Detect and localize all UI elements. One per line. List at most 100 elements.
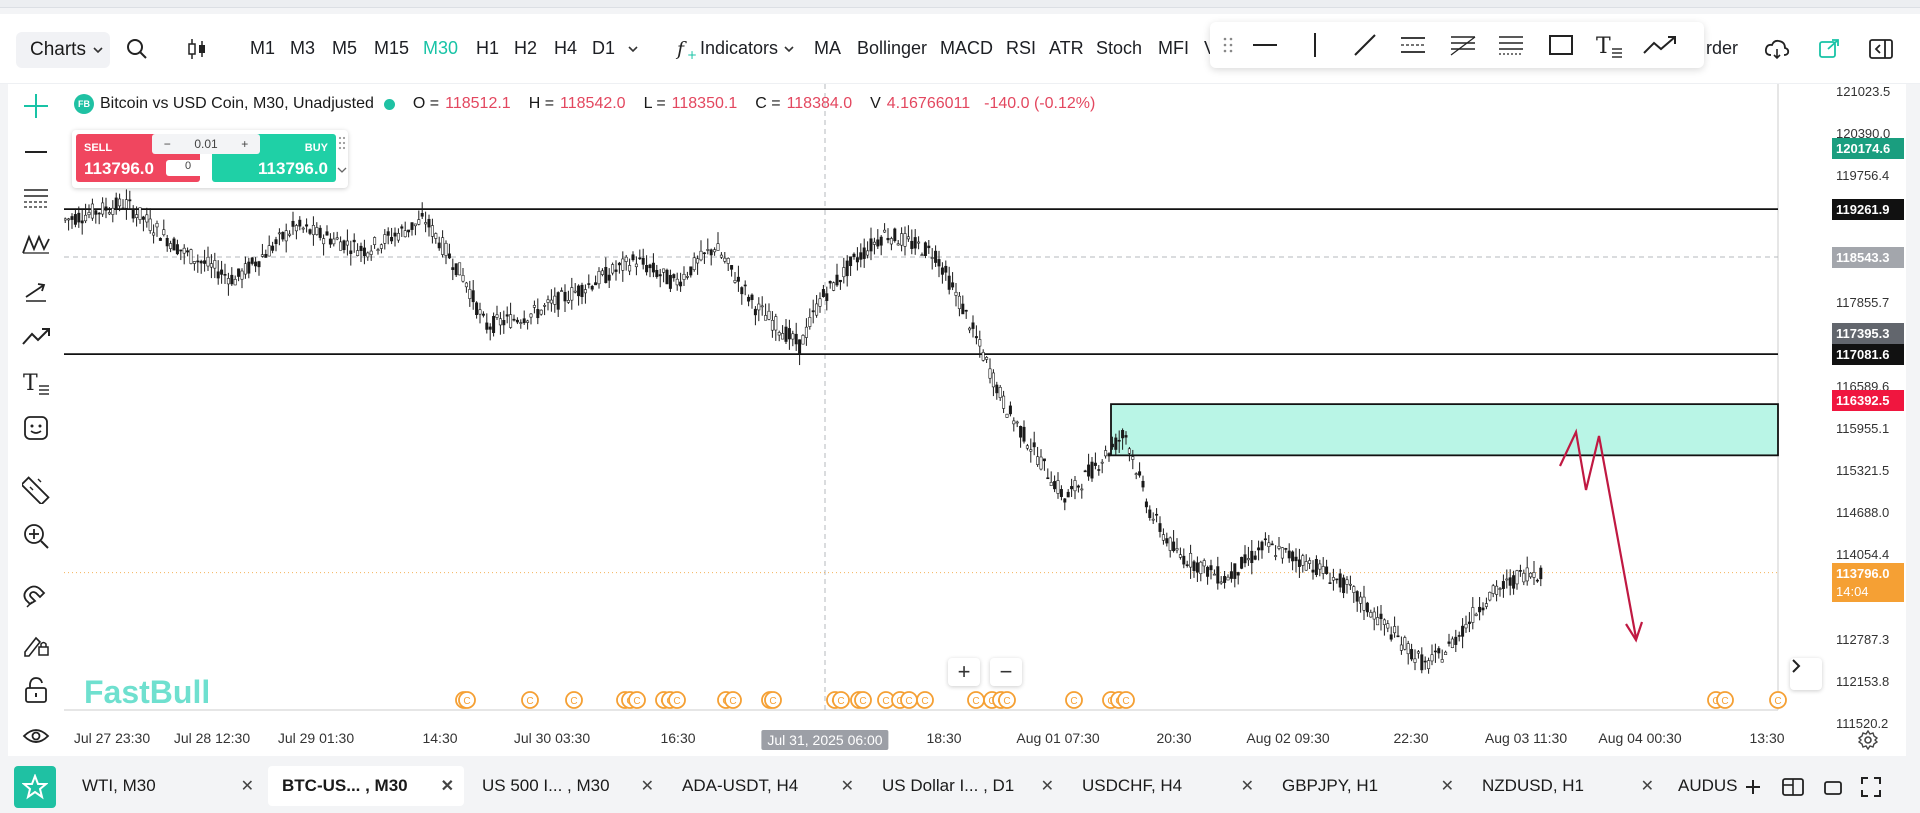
layout-split-icon[interactable] [1780,774,1806,800]
chart-tab[interactable]: US 500 I... , M30 ✕ [468,766,664,806]
close-tab-icon[interactable]: ✕ [440,778,454,795]
magnet-icon[interactable] [20,582,52,614]
candle-body [73,214,77,225]
scroll-right-button[interactable] [1790,658,1822,690]
timeframe-m3[interactable]: M3 [290,38,316,58]
candle-type-icon[interactable] [184,36,210,62]
rectangle-icon[interactable] [1546,31,1576,59]
symbol-title[interactable]: Bitcoin vs USD Coin, M30, Unadjusted [100,95,374,112]
indicator-rsi[interactable]: RSI [1006,38,1037,58]
chart-tab[interactable]: ADA-USDT, H4 ✕ [668,766,864,806]
close-tab-icon[interactable]: ✕ [1440,778,1454,795]
channel-icon[interactable] [20,182,52,214]
path-icon[interactable] [20,320,52,352]
candle-body [1461,625,1465,637]
increase-quantity-button[interactable]: + [241,137,249,151]
emoji-icon[interactable] [20,412,52,444]
candle-body [318,227,322,238]
zoom-in-button[interactable]: + [948,658,980,686]
chart-tab[interactable]: USDCHF, H4 ✕ [1068,766,1264,806]
indicator-macd[interactable]: MACD [940,38,993,58]
text-tool-icon[interactable]: T [1594,31,1624,59]
chart-tab[interactable]: WTI, M30 ✕ [68,766,264,806]
fib-retracement-icon[interactable] [1448,31,1478,59]
time-axis-label: 20:30 [1156,730,1192,746]
indicators-fx-icon[interactable]: f + [674,36,700,62]
close-tab-icon[interactable]: ✕ [640,778,654,795]
horizontal-line-icon[interactable] [1250,31,1280,59]
chart-tab[interactable]: US Dollar I... , D1 ✕ [868,766,1064,806]
chart-tab[interactable]: GBPJPY, H1 ✕ [1268,766,1464,806]
text-icon[interactable]: T [20,366,52,398]
candle-body [362,247,366,257]
quantity-value[interactable]: 0.01 [194,137,218,151]
fullscreen-icon[interactable] [1858,774,1884,800]
draw-lock-icon[interactable] [20,628,52,660]
window-minimize-icon[interactable] [1820,774,1846,800]
buy-button[interactable]: BUY 113796.0 [212,134,336,182]
collapse-panel-icon[interactable] [1868,36,1894,62]
close-tab-icon[interactable]: ✕ [840,778,854,795]
chart-canvas[interactable]: CCCCCCCCCCCCCCCCCCCCCCCCCCCCCCCCC [64,84,1906,756]
timeframe-h4[interactable]: H4 [554,38,578,58]
zoom-out-button[interactable]: − [990,658,1022,686]
chart-tab[interactable]: AUDUS [1664,766,1738,806]
favorites-star-button[interactable] [14,766,56,808]
fib-icon[interactable] [20,274,52,306]
candle-body [1304,561,1308,571]
chart-tab[interactable]: NZDUSD, H1 ✕ [1468,766,1664,806]
indicator-mfi[interactable]: MFI [1158,38,1189,58]
search-icon[interactable] [124,36,150,62]
eye-icon[interactable] [20,720,52,752]
zoom-in-icon[interactable] [20,520,52,552]
regression-channel-icon[interactable] [1496,31,1526,59]
vertical-line-icon[interactable] [1300,31,1330,59]
drag-handle-icon[interactable] [1220,31,1236,59]
close-tab-icon[interactable]: ✕ [1640,778,1654,795]
indicator-bollinger[interactable]: Bollinger [857,38,928,58]
lock-icon[interactable] [20,674,52,706]
order-button-partial[interactable]: rder [1706,38,1739,58]
indicator-atr[interactable]: ATR [1049,38,1084,58]
charts-menu-button[interactable]: Charts [16,32,110,68]
candle-body [311,225,315,236]
arrow-path-icon[interactable] [1642,31,1678,59]
candle-body [332,238,336,245]
chart-tab[interactable]: BTC-US... , M30 ✕ [268,766,464,806]
trend-line-icon[interactable] [1350,31,1380,59]
close-tab-icon[interactable]: ✕ [240,778,254,795]
timeframe-d1[interactable]: D1 [592,38,616,58]
candle-body [1267,542,1271,547]
timeframe-more-chevron-icon[interactable] [620,36,646,62]
candle-body [617,262,621,266]
timeframe-h2[interactable]: H2 [514,38,538,58]
horizontal-ray-icon[interactable] [20,136,52,168]
price-chart[interactable]: CCCCCCCCCCCCCCCCCCCCCCCCCCCCCCCCC FB Bit… [64,84,1906,756]
time-axis-label: 14:30 [422,730,458,746]
decrease-quantity-button[interactable]: − [163,137,171,151]
ruler-icon[interactable] [20,474,52,506]
timeframe-m30[interactable]: M30 [423,38,459,58]
indicator-ma[interactable]: MA [814,38,841,58]
pattern-icon[interactable] [20,228,52,260]
indicator-stoch[interactable]: Stoch [1096,38,1143,58]
share-icon[interactable] [1816,36,1842,62]
indicators-chevron-icon[interactable] [776,36,802,62]
timeframe-m5[interactable]: M5 [332,38,358,58]
candle-body [1382,619,1386,625]
timeframe-h1[interactable]: H1 [476,38,500,58]
candle-body [478,309,482,315]
timeframe-m15[interactable]: M15 [374,38,410,58]
add-tab-button[interactable] [1740,774,1766,800]
candle-body [668,274,672,289]
close-tab-icon[interactable]: ✕ [1040,778,1054,795]
parallel-channel-icon[interactable] [1398,31,1428,59]
candle-body [413,223,417,227]
quantity-stepper[interactable]: − 0.01 + [152,134,260,154]
close-tab-icon[interactable]: ✕ [1240,778,1254,795]
candle-body [509,314,513,328]
cloud-sync-icon[interactable] [1764,36,1790,62]
timeframe-m1[interactable]: M1 [250,38,276,58]
indicators-button[interactable]: Indicators [700,38,779,58]
crosshair-icon[interactable] [20,90,52,122]
